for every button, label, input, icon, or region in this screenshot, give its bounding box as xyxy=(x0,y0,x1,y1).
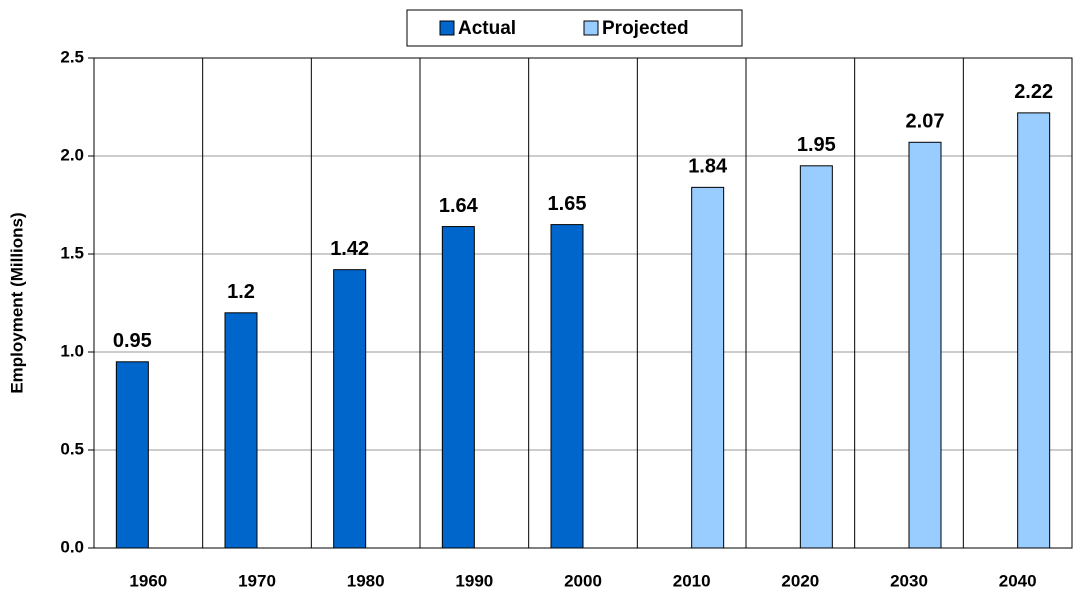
bar xyxy=(224,312,258,549)
legend-swatch xyxy=(583,20,599,36)
legend-label: Projected xyxy=(602,18,689,39)
bar xyxy=(115,361,149,549)
x-tick-label: 1990 xyxy=(455,571,493,590)
bar xyxy=(333,269,367,549)
data-label: 2.07 xyxy=(906,111,945,133)
x-tick-label: 1980 xyxy=(347,571,385,590)
y-tick-label: 0.0 xyxy=(60,537,84,556)
data-label: 1.2 xyxy=(227,281,255,303)
x-tick-label: 2020 xyxy=(781,571,819,590)
legend-swatch xyxy=(439,20,455,36)
x-tick-label: 2010 xyxy=(673,571,711,590)
bar xyxy=(799,165,833,549)
bar xyxy=(441,226,475,549)
y-tick-label: 1.0 xyxy=(60,341,84,360)
data-label: 2.22 xyxy=(1014,81,1053,103)
data-label: 1.84 xyxy=(688,156,728,178)
y-axis-title: Employment (Millions) xyxy=(7,212,26,393)
bar xyxy=(1017,112,1051,549)
x-tick-label: 1970 xyxy=(238,571,276,590)
y-tick-label: 2.5 xyxy=(60,47,84,66)
data-label: 0.95 xyxy=(113,330,152,352)
y-tick-label: 2.0 xyxy=(60,145,84,164)
bar xyxy=(550,224,584,549)
x-tick-label: 2040 xyxy=(999,571,1037,590)
data-label: 1.64 xyxy=(439,195,479,217)
data-label: 1.65 xyxy=(548,193,587,215)
data-label: 1.42 xyxy=(330,238,369,260)
bar xyxy=(908,141,942,549)
y-tick-label: 1.5 xyxy=(60,243,84,262)
x-tick-label: 2000 xyxy=(564,571,602,590)
bar xyxy=(691,186,725,549)
y-tick-label: 0.5 xyxy=(60,439,84,458)
legend-box xyxy=(406,9,743,47)
legend-label: Actual xyxy=(458,18,516,39)
legend: Actual Projected xyxy=(406,9,743,47)
x-tick-label: 1960 xyxy=(129,571,167,590)
data-label: 1.95 xyxy=(797,134,836,156)
x-tick-label: 2030 xyxy=(890,571,928,590)
